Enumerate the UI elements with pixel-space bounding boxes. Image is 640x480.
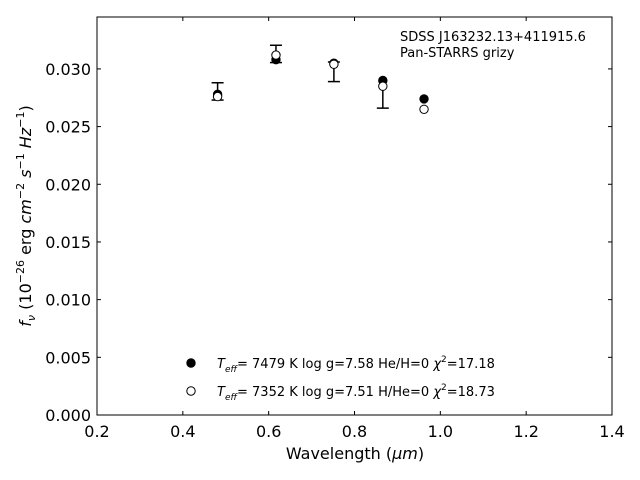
model-point-open [271,50,281,60]
object-name: SDSS J163232.13+411915.6 [400,30,586,45]
x-tick-label: 0.6 [256,422,281,441]
plot-frame [96,16,613,416]
y-tick-label: 0.015 [45,233,91,252]
data-points [212,50,429,114]
model-point-filled [419,94,429,104]
legend-entry-1: Teff= 7479 K log g=7.58 He/H=0 χ2=17.18 [217,355,495,375]
legend-marker-open [186,386,196,396]
axes [96,16,613,416]
y-tick-label: 0.025 [45,118,91,137]
y-tick-label: 0.010 [45,291,91,310]
legend-entry-2: Teff= 7352 K log g=7.51 H/He=0 χ2=18.73 [217,383,495,403]
model-point-open [378,81,388,91]
x-tick-label: 0.2 [84,422,109,441]
y-tick-label: 0.000 [45,406,91,425]
tick-labels: 0.2 0.4 0.6 0.8 1.0 1.2 1.4 0.000 0.005 0.010 0.01… [45,60,625,441]
y-tick-label: 0.020 [45,175,91,194]
x-tick-label: 1.4 [599,422,624,441]
x-tick-label: 0.4 [170,422,195,441]
y-axis-label: fν (10−26 erg cm−2 s−1 Hz−1) [14,105,38,326]
x-tick-label: 1.0 [428,422,453,441]
model-point-open [419,104,429,114]
y-tick-label: 0.030 [45,60,91,79]
x-axis-label: Wavelength (μm) [286,444,424,463]
model-point-open [329,59,339,69]
legend: Teff= 7479 K log g=7.58 He/H=0 χ2=17.18 … [186,355,495,403]
error-bars [211,44,389,109]
model-point-open [212,91,223,102]
y-tick-label: 0.005 [45,348,91,367]
x-tick-label: 0.8 [342,422,367,441]
legend-marker-filled [186,358,196,368]
x-tick-label: 1.2 [513,422,538,441]
survey-name: Pan-STARRS grizy [400,46,515,61]
